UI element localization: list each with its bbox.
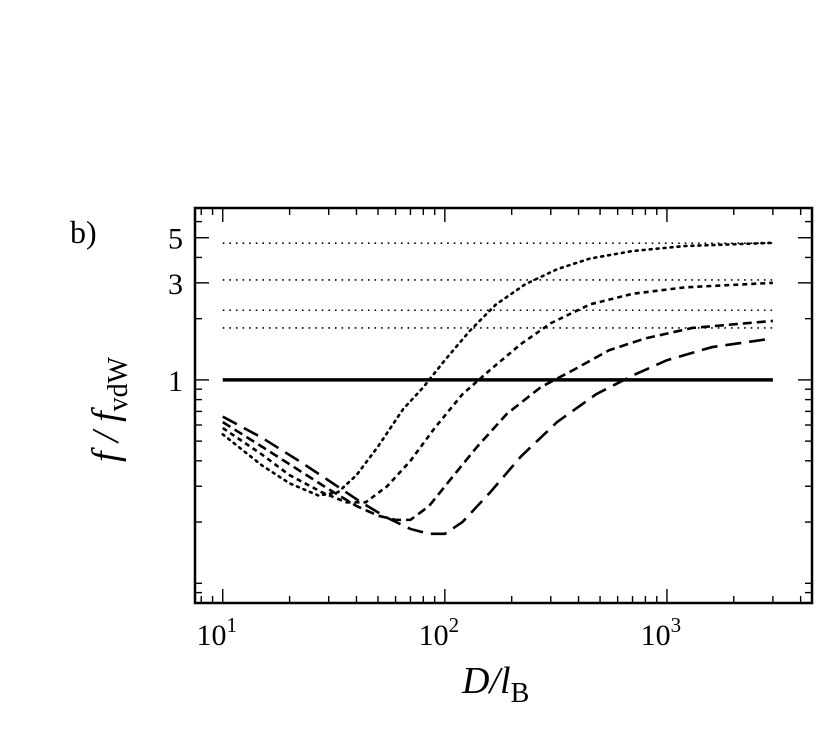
y-tick-label: 1 xyxy=(168,365,183,398)
reference-lines xyxy=(222,242,773,382)
y-axis-label-subscript: vdW xyxy=(103,356,134,411)
panel-label: b) xyxy=(70,214,97,250)
series-line-4 xyxy=(222,337,774,536)
x-tick-label: 101 xyxy=(196,613,237,652)
x-tick-label: 103 xyxy=(641,613,682,652)
data-series xyxy=(221,241,775,536)
y-tick-label: 3 xyxy=(168,268,183,301)
series-line-1 xyxy=(221,241,775,497)
x-axis-label: D/lB xyxy=(461,660,529,709)
x-axis-label-subscript: B xyxy=(511,678,530,709)
y-axis-label: f / fvdW xyxy=(85,356,134,462)
series-line-2 xyxy=(222,281,773,504)
plot-frame xyxy=(193,206,814,605)
tick-labels: 101 102 103 1 3 5 xyxy=(168,223,681,652)
y-tick-label: 5 xyxy=(168,223,183,256)
series-line-3 xyxy=(222,319,774,522)
axis-ticks xyxy=(195,207,812,604)
x-tick-label: 102 xyxy=(419,613,460,652)
